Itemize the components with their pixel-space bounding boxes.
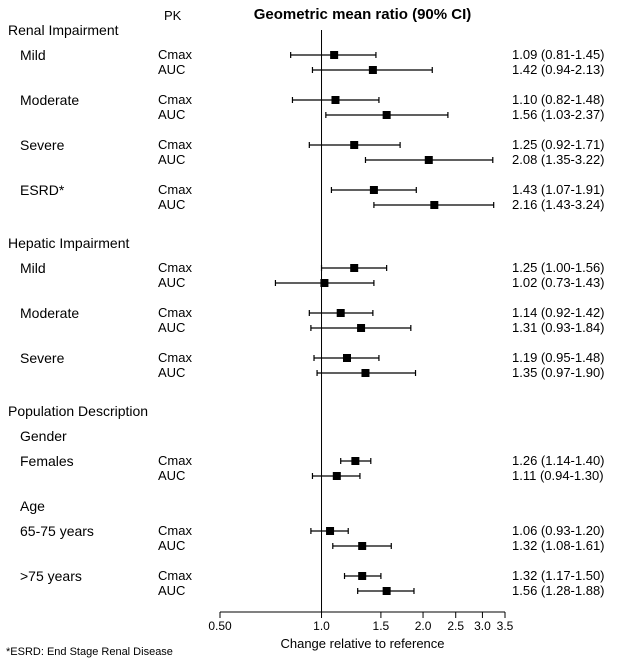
- svg-text:1.5: 1.5: [373, 619, 390, 633]
- plot-area: 0.50 1.0 1.5 2.0 2.5 3.0 3.5: [0, 0, 639, 665]
- svg-text:3.0: 3.0: [474, 619, 491, 633]
- forest-plot: PKGeometric mean ratio (90% CI)Renal Imp…: [0, 0, 639, 665]
- svg-text:2.0: 2.0: [415, 619, 432, 633]
- svg-text:3.5: 3.5: [497, 619, 514, 633]
- svg-text:2.5: 2.5: [447, 619, 464, 633]
- svg-text:0.50: 0.50: [208, 619, 232, 633]
- svg-text:1.0: 1.0: [313, 619, 330, 633]
